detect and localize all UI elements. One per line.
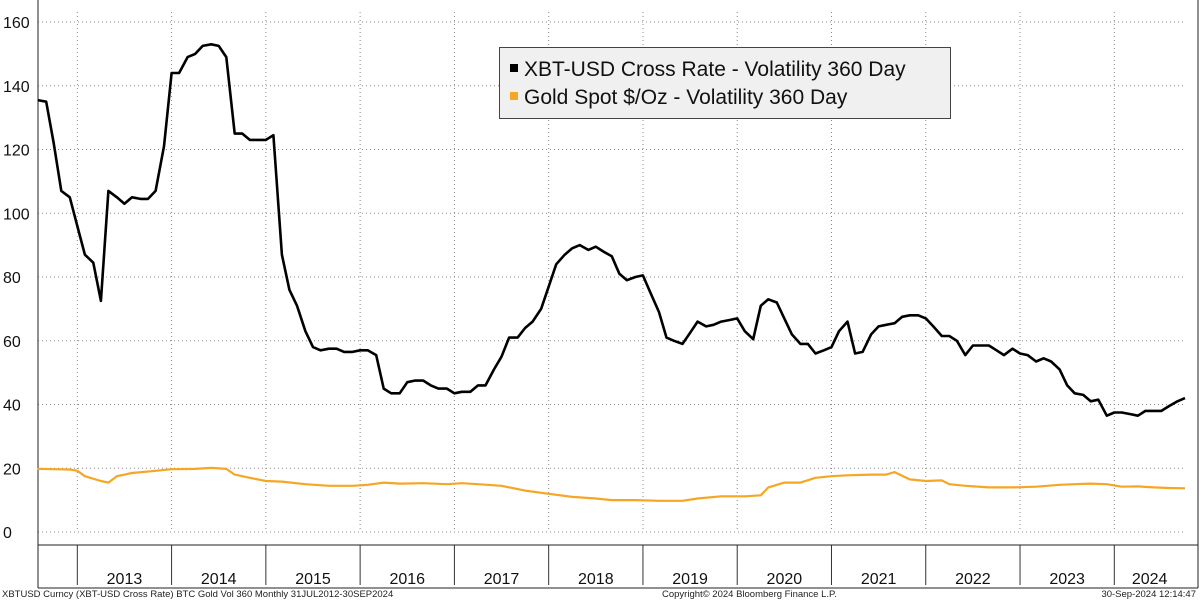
y-tick-label: 60 [3,334,21,351]
legend-swatch-gold [510,92,518,100]
y-axis-ticks: 0 20 40 60 80 100 120 140 160 [3,15,30,542]
series-line-xbt [37,42,1186,418]
y-tick-label: 20 [3,461,21,478]
x-tick-label: 2020 [767,571,803,588]
footer-timestamp: 30-Sep-2024 12:14:47 [1101,589,1196,600]
x-tick-label: 2017 [484,571,520,588]
x-tick-label: 2024 [1132,571,1168,588]
x-axis-ticks: 2013 2014 2015 2016 2017 2018 2019 2020 2021 2022… [107,571,1168,588]
legend-item-xbt: XBT-USD Cross Rate - Volatility 360 Day [510,58,906,82]
legend-label-gold: Gold Spot $/Oz - Volatility 360 Day [524,86,848,109]
y-tick-label: 120 [3,143,30,160]
series-line-gold [37,466,1186,502]
y-tick-label: 0 [3,525,12,542]
x-tick-label: 2021 [861,571,897,588]
footer-copyright: Copyright© 2024 Bloomberg Finance L.P. [662,589,837,600]
x-tick-label: 2013 [107,571,143,588]
y-tick-label: 160 [3,15,30,32]
y-tick-label: 40 [3,398,21,415]
x-tick-label: 2015 [295,571,331,588]
x-tick-label: 2014 [201,571,237,588]
x-tick-label: 2023 [1049,571,1085,588]
footer-source: XBTUSD Curncy (XBT-USD Cross Rate) BTC G… [2,589,394,600]
axes [37,0,1199,589]
y-tick-label: 140 [3,79,30,96]
x-tick-label: 2018 [578,571,614,588]
legend-swatch-xbt [510,64,518,72]
y-tick-label: 80 [3,270,21,287]
legend: XBT-USD Cross Rate - Volatility 360 Day … [499,47,951,119]
y-tick-label: 100 [3,206,30,223]
x-tick-label: 2022 [955,571,991,588]
legend-label-xbt: XBT-USD Cross Rate - Volatility 360 Day [524,58,906,81]
grid-lines [38,12,1185,533]
x-tick-label: 2019 [672,571,708,588]
series-lines [37,42,1186,502]
x-tick-label: 2016 [389,571,425,588]
legend-item-gold: Gold Spot $/Oz - Volatility 360 Day [510,86,847,110]
